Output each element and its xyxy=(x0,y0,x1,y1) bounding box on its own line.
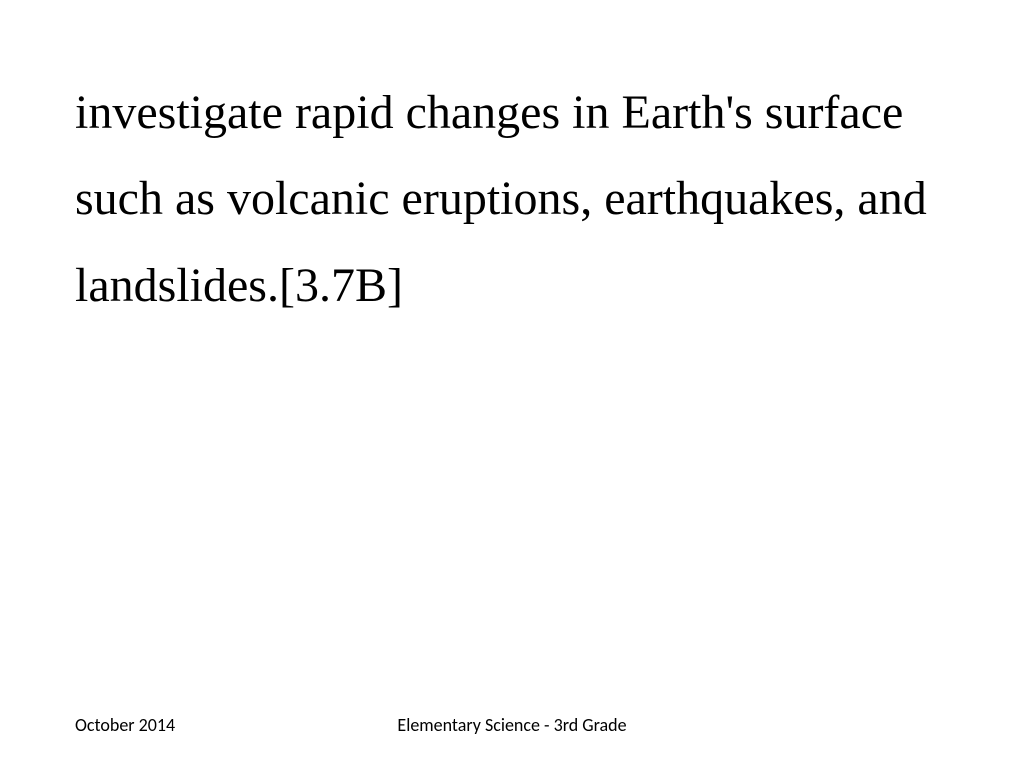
footer-date: October 2014 xyxy=(75,714,175,736)
footer-title: Elementary Science - 3rd Grade xyxy=(397,714,626,736)
slide-body-text: investigate rapid changes in Earth's sur… xyxy=(75,70,949,329)
